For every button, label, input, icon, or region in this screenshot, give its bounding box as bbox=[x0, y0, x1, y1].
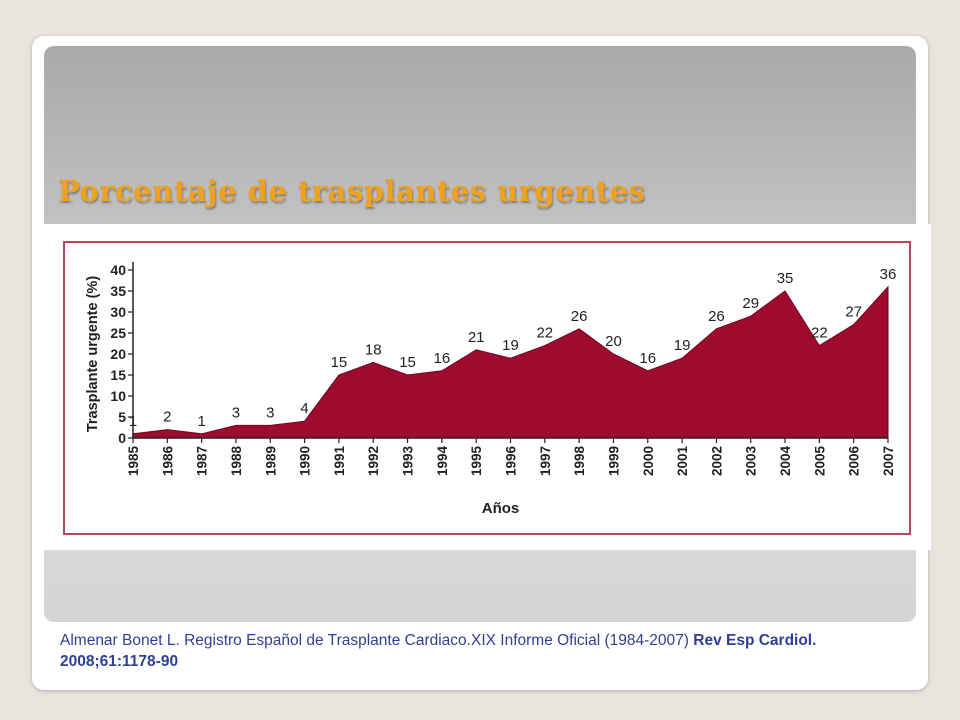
y-tick-label: 0 bbox=[118, 430, 126, 446]
y-tick-label: 25 bbox=[110, 325, 126, 341]
x-tick-label: 2001 bbox=[675, 446, 690, 477]
data-label: 16 bbox=[434, 350, 451, 367]
x-tick-label: 2003 bbox=[744, 446, 759, 477]
x-tick-label: 2005 bbox=[812, 446, 827, 477]
area-chart: 0 5 10 15 20 25 30 35 40 1985 1 1986 2 1987 1 1988 3 1989… bbox=[85, 262, 897, 517]
x-tick-label: 2007 bbox=[881, 446, 896, 476]
data-label: 3 bbox=[232, 404, 240, 421]
x-axis-title: Años bbox=[482, 500, 520, 517]
y-tick-label: 30 bbox=[110, 304, 126, 320]
data-label: 15 bbox=[331, 354, 348, 371]
data-label: 18 bbox=[365, 341, 382, 358]
x-tick-label: 1986 bbox=[160, 446, 175, 477]
x-tick-label: 1991 bbox=[332, 446, 347, 477]
data-label: 4 bbox=[300, 400, 308, 417]
x-tick-label: 2006 bbox=[847, 446, 862, 477]
x-tick-label: 1995 bbox=[469, 446, 484, 477]
data-label: 15 bbox=[399, 354, 416, 371]
data-label: 36 bbox=[880, 266, 897, 283]
chart-box: 0 5 10 15 20 25 30 35 40 1985 1 1986 2 1987 1 1988 3 1989… bbox=[43, 224, 931, 550]
slide-title: Porcentaje de trasplantes urgentes bbox=[58, 174, 646, 208]
x-tick-label: 1999 bbox=[606, 446, 621, 476]
data-label: 26 bbox=[708, 308, 725, 325]
x-tick-label: 1988 bbox=[229, 446, 244, 477]
area-series bbox=[132, 285, 889, 439]
data-label: 2 bbox=[163, 409, 171, 426]
x-tick-label: 1985 bbox=[126, 446, 141, 477]
y-tick-label: 20 bbox=[110, 346, 126, 362]
data-label: 22 bbox=[536, 325, 553, 342]
data-label: 21 bbox=[468, 329, 485, 346]
data-label: 19 bbox=[502, 337, 519, 354]
y-axis-title: Trasplante urgente (%) bbox=[85, 276, 101, 432]
x-tick-label: 1989 bbox=[263, 446, 278, 476]
citation: Almenar Bonet L. Registro Español de Tra… bbox=[60, 630, 920, 672]
data-label: 35 bbox=[777, 270, 794, 287]
y-tick-label: 15 bbox=[110, 367, 126, 383]
x-tick-label: 2004 bbox=[778, 446, 793, 477]
data-label: 27 bbox=[845, 304, 862, 321]
data-label: 1 bbox=[129, 413, 137, 430]
x-tick-label: 1994 bbox=[435, 446, 450, 477]
citation-journal: Rev Esp Cardiol. 2008;61:1178-90 bbox=[60, 632, 817, 670]
y-tick-label: 5 bbox=[118, 409, 126, 425]
data-label: 19 bbox=[674, 337, 691, 354]
data-label: 1 bbox=[197, 413, 205, 430]
data-label: 22 bbox=[811, 325, 828, 342]
x-tick-label: 1993 bbox=[401, 446, 416, 477]
chart-frame bbox=[63, 241, 911, 535]
x-tick-label: 1996 bbox=[504, 446, 519, 477]
x-tick-label: 1990 bbox=[298, 446, 313, 476]
x-tick-label: 2000 bbox=[641, 446, 656, 476]
data-label: 29 bbox=[742, 295, 759, 312]
data-label: 26 bbox=[571, 308, 588, 325]
x-tick-label: 1992 bbox=[366, 446, 381, 476]
data-label: 20 bbox=[605, 333, 622, 350]
y-tick-label: 40 bbox=[110, 262, 126, 278]
x-tick-label: 1997 bbox=[538, 446, 553, 476]
citation-text: Almenar Bonet L. Registro Español de Tra… bbox=[60, 632, 694, 649]
x-tick-label: 2002 bbox=[709, 446, 724, 476]
data-label: 16 bbox=[639, 350, 656, 367]
y-tick-label: 10 bbox=[110, 388, 126, 404]
x-tick-label: 1987 bbox=[195, 446, 210, 476]
data-label: 3 bbox=[266, 404, 274, 421]
x-tick-label: 1998 bbox=[572, 446, 587, 477]
y-tick-label: 35 bbox=[110, 283, 126, 299]
